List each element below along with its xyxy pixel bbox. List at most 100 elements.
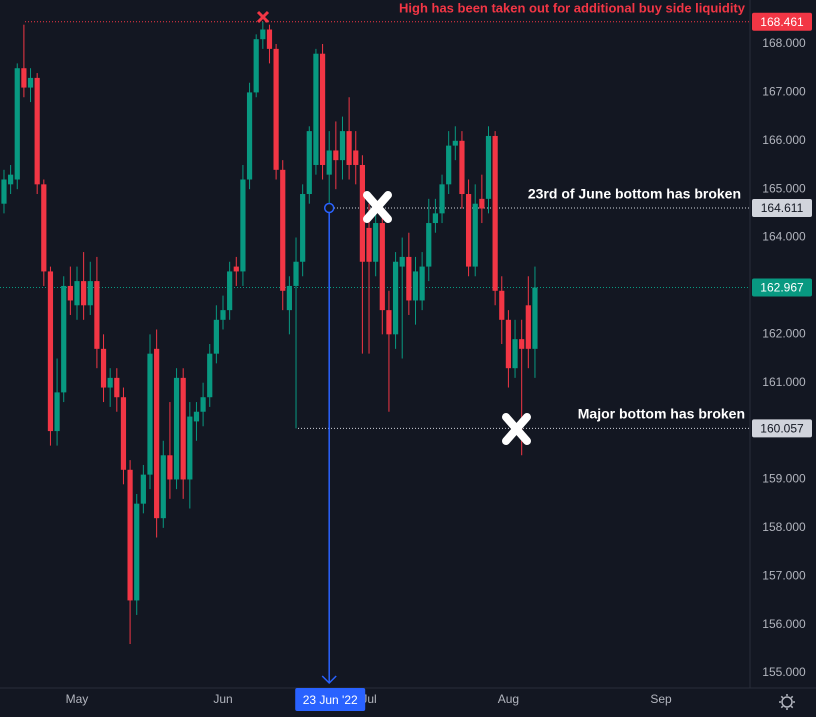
candle-body [432,213,438,224]
x-tick-label: Aug [498,692,519,706]
candle-body [260,29,266,40]
y-tick-label: 167.000 [762,85,806,99]
candle-body [240,179,246,272]
candle-body [286,285,292,311]
candle-body [359,164,365,262]
candle-body [525,305,531,349]
marker-arrow [321,675,337,685]
plot-area [0,21,750,644]
settings-icon[interactable] [779,694,795,710]
candle-body [280,169,286,291]
candle-body [220,310,226,320]
candle-body [300,194,306,262]
marker-point [323,202,335,214]
y-tick-label: 162.000 [762,326,806,340]
candle-body [353,150,359,165]
annotation: High has been taken out for additional b… [399,0,746,15]
time-label-bg [295,688,366,711]
candle-body [41,184,47,272]
candle-body [154,348,160,519]
y-tick-label: 157.000 [762,568,806,582]
candle-body [492,135,498,291]
candle-body [120,397,127,470]
candle-body [512,339,518,369]
candle-body [14,68,20,180]
y-tick-label: 166.000 [762,133,806,147]
candle-body [134,503,140,601]
price-label-text: 164.611 [761,201,804,215]
price-label-text: 162.967 [760,281,804,295]
y-tick-label: 164.000 [762,230,806,244]
cross-marks [256,10,531,445]
candle-body [61,285,67,393]
price-label-text: 160.057 [760,422,804,436]
time-label: 23 Jun '22 [303,693,358,707]
price-label-bg [752,198,812,217]
price-label: 164.611 [752,198,812,217]
candle-body [446,145,452,185]
candle-body [386,310,392,335]
candle-body [505,319,512,369]
candle-body [81,281,87,306]
y-tick-label: 161.000 [762,375,806,389]
candle-body [54,392,60,432]
candle-body [100,348,107,388]
candle-body [193,411,200,422]
candle-body [313,53,319,165]
price-label: 168.461 [752,12,812,31]
candle-body [412,271,419,301]
candle-body [1,179,7,204]
y-tick-label: 156.000 [762,617,806,631]
candle-body [114,377,120,398]
candle-body [485,135,492,199]
candle-body [439,184,445,214]
candle-body [107,377,113,388]
annotation: Major bottom has broken [578,406,745,422]
candle-body [306,131,312,195]
candle-body [27,77,34,88]
candle-body [293,261,299,286]
candle-body [426,223,432,267]
candle-body [87,281,93,306]
gear-teeth[interactable] [779,694,795,710]
break-marker [502,413,531,445]
high-marker [256,10,270,24]
candle-body [452,140,458,146]
candle-body [472,203,478,267]
candle-body [379,223,385,311]
candle-body [227,271,233,311]
candle-body [326,150,332,175]
break-marker [363,191,392,223]
price-label: 160.057 [752,419,812,438]
x-tick-label: Sep [650,692,672,706]
candle-body [459,140,465,195]
candle-body [8,174,14,185]
annotation: 23rd of June bottom has broken [528,186,741,202]
candle-body [74,281,80,306]
candle-body [233,266,239,272]
y-tick-label: 155.000 [762,665,806,679]
candle-body [173,377,180,480]
candle-body [519,339,525,349]
gear[interactable] [781,696,793,708]
x-tick-label: May [66,692,89,706]
overlay [321,202,337,685]
candle-body [147,353,153,475]
candle-body [180,377,186,480]
y-tick-label: 168.000 [762,36,806,50]
y-tick-label: 165.000 [762,181,806,195]
price-label-bg [752,419,812,438]
candle-body [339,131,346,161]
x-tick-label: Jun [213,692,232,706]
candle-body [140,474,146,504]
candle-body [392,261,399,335]
candle-body [406,256,412,301]
candle-body [319,53,326,165]
candle-body [333,150,339,161]
price-label-bg [752,278,812,297]
price-label: 162.967 [752,278,812,297]
candle-body [200,397,206,412]
y-tick-label: 158.000 [762,520,806,534]
candle-body [127,469,133,601]
candle-body [465,194,472,267]
